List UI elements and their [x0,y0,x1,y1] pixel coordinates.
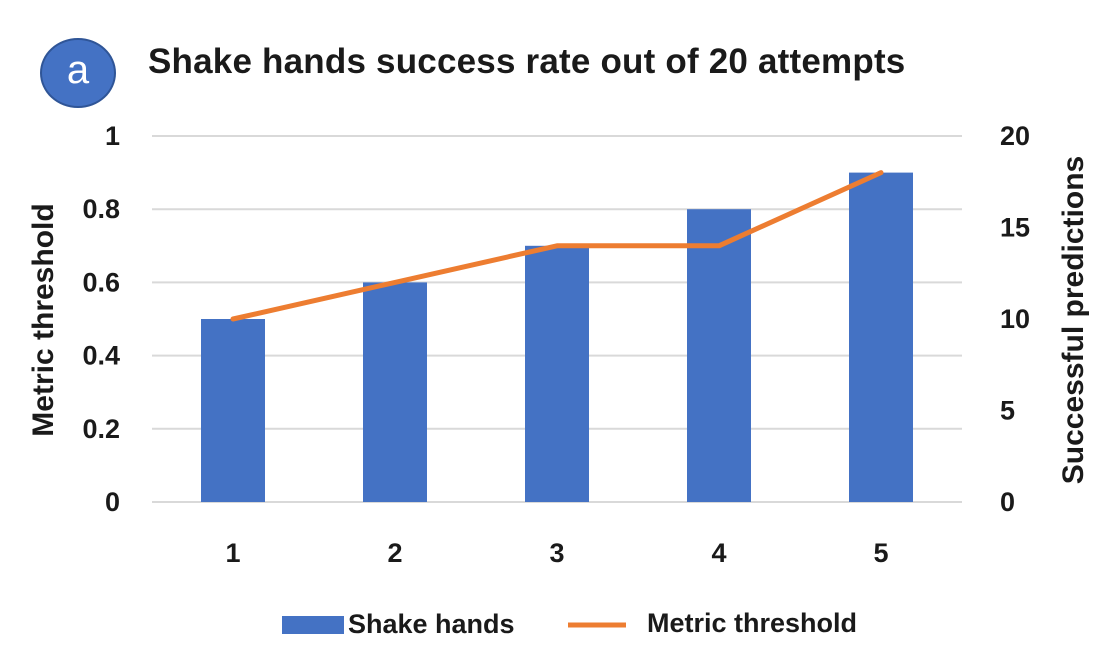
y-axis-title: Metric threshold [27,203,60,436]
line-series [230,170,884,322]
bar [687,209,751,502]
y2-tick-label: 20 [1000,121,1030,151]
legend-label: Shake hands [348,609,515,639]
y-tick-label: 0.4 [82,341,120,371]
legend-label: Metric threshold [647,608,857,638]
bar [849,172,913,502]
y2-tick-label: 15 [1000,213,1030,243]
y2-tick-label: 5 [1000,396,1015,426]
x-tick-label: 2 [387,538,402,568]
y-tick-label: 0.2 [82,414,120,444]
chart-title: Shake hands success rate out of 20 attem… [148,42,906,81]
y-tick-label: 0.6 [82,267,120,297]
x-tick-label: 5 [873,538,888,568]
bar-series [201,172,913,503]
x-tick-label: 4 [711,538,726,568]
y2-axis-title: Successful predictions [1057,156,1090,484]
bar [525,245,589,503]
y-tick-label: 0.8 [82,194,120,224]
x-tick-label: 3 [549,538,564,568]
y-tick-label: 1 [105,121,120,151]
y-tick-label: 0 [105,487,120,517]
panel-label-badge: a [40,38,116,108]
y2-tick-label: 0 [1000,487,1015,517]
legend-bar-swatch [282,616,344,634]
bar [363,282,427,502]
y2-tick-label: 10 [1000,304,1030,334]
legend: Shake hands Metric threshold [282,608,857,639]
bar [201,319,265,502]
x-tick-label: 1 [225,538,240,568]
